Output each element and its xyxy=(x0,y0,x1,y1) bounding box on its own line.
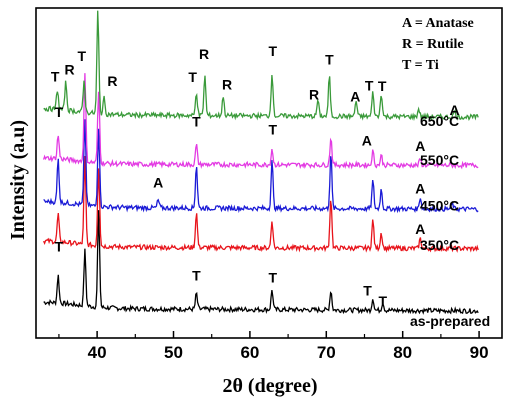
peak-label-550-c-4: A xyxy=(415,138,425,154)
y-axis-title: Intensity (a.u) xyxy=(7,120,29,240)
series-line-350-c xyxy=(43,155,479,253)
peak-label-650-c-8: T xyxy=(269,43,278,59)
peak-label-550-c-1: T xyxy=(192,114,201,130)
peak-labels: TTTTTAAATTTAATRTTRTRRTRTATTA xyxy=(51,43,460,309)
peak-label-450-c-1: A xyxy=(415,181,425,197)
x-tick-label-40: 40 xyxy=(88,343,107,362)
x-tick-label-80: 80 xyxy=(393,343,412,362)
peak-label-as-prepared-1: T xyxy=(192,268,201,284)
legend: A = Anatase R = Rutile T = Ti xyxy=(402,16,474,73)
peak-label-450-c-0: A xyxy=(153,174,163,190)
peak-label-650-c-7: R xyxy=(222,77,232,93)
peak-label-as-prepared-3: T xyxy=(363,282,372,298)
series-line-550-c xyxy=(42,73,479,170)
series-label-550-c: 550°C xyxy=(420,152,459,168)
peak-label-650-c-2: T xyxy=(78,48,87,64)
series-traces xyxy=(42,10,479,315)
x-axis-title: 2θ (degree) xyxy=(222,375,317,397)
x-axis-ticks: 40 50 60 70 80 90 xyxy=(58,331,489,362)
peak-label-350-c-0: A xyxy=(415,221,425,237)
peak-label-650-c-12: T xyxy=(365,77,374,93)
peak-label-550-c-3: A xyxy=(362,133,372,149)
plot-frame xyxy=(35,7,503,339)
x-tick-label-50: 50 xyxy=(164,343,183,362)
peak-label-550-c-0: T xyxy=(55,104,64,120)
peak-label-650-c-10: T xyxy=(325,52,334,68)
x-tick-label-90: 90 xyxy=(470,343,489,362)
x-tick-label-60: 60 xyxy=(240,343,259,362)
peak-label-650-c-4: R xyxy=(107,73,117,89)
peak-label-as-prepared-2: T xyxy=(269,270,278,286)
peak-label-550-c-2: T xyxy=(269,121,278,137)
peak-label-650-c-1: R xyxy=(65,61,75,77)
peak-label-650-c-0: T xyxy=(51,69,60,85)
series-label-350-c: 350°C xyxy=(420,237,459,253)
legend-entry-0: A = Anatase xyxy=(402,16,474,31)
peak-label-650-c-9: R xyxy=(309,87,319,103)
series-line-450-c xyxy=(43,119,479,214)
peak-label-650-c-14: A xyxy=(450,102,460,118)
peak-label-as-prepared-4: T xyxy=(379,293,388,309)
series-line-650-c xyxy=(43,10,479,122)
peak-label-as-prepared-0: T xyxy=(55,239,64,255)
peak-label-650-c-11: A xyxy=(350,89,360,105)
series-labels: as-prepared 350°C 450°C 550°C 650°C xyxy=(410,113,490,329)
peak-label-650-c-13: T xyxy=(378,78,387,94)
legend-entry-1: R = Rutile xyxy=(402,37,464,52)
legend-entry-2: T = Ti xyxy=(402,58,439,73)
series-label-650-c: 650°C xyxy=(420,113,459,129)
peak-label-650-c-6: R xyxy=(199,46,209,62)
x-tick-label-70: 70 xyxy=(317,343,336,362)
series-label-450-c: 450°C xyxy=(420,198,459,214)
series-label-as-prepared: as-prepared xyxy=(410,313,490,329)
peak-label-650-c-5: T xyxy=(188,69,197,85)
series-line-as-prepared xyxy=(43,210,479,315)
